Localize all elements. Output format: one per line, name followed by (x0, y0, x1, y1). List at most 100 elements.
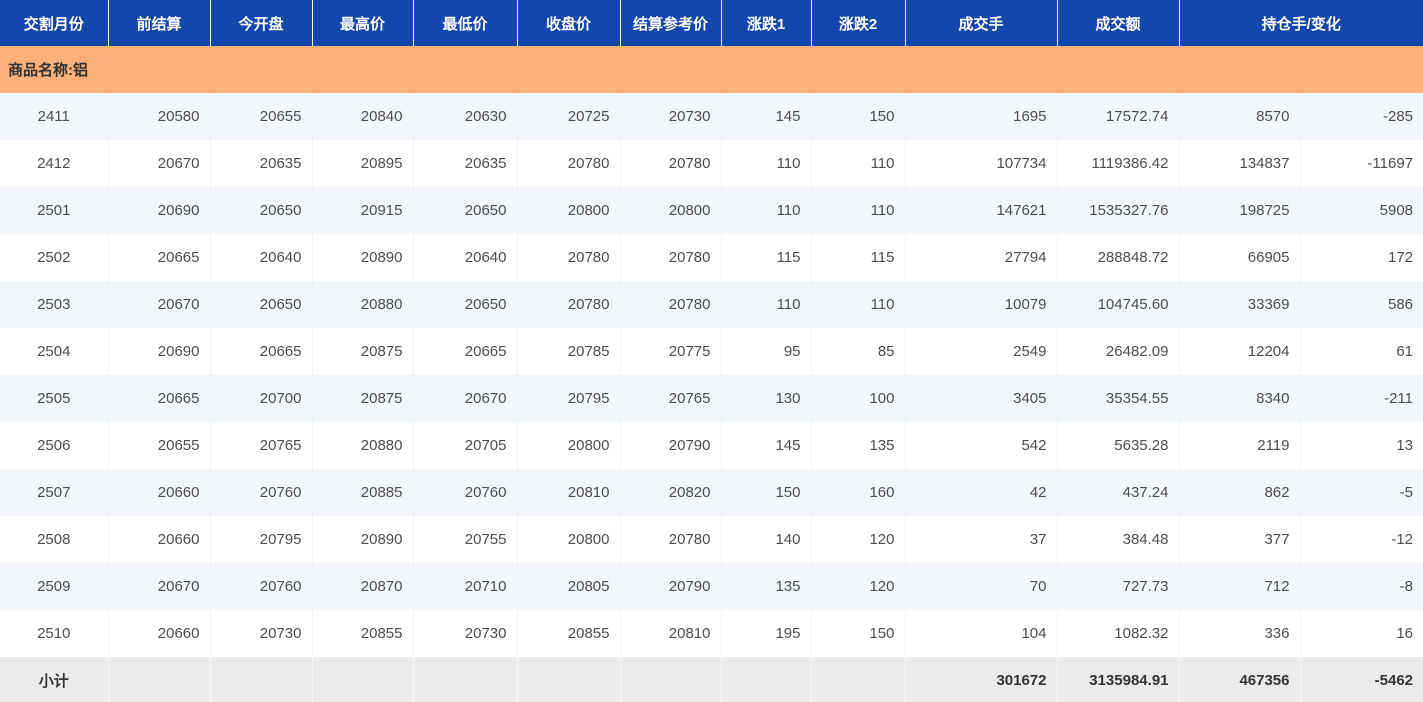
cell-oi-change: 16 (1300, 610, 1423, 657)
cell-prev-settlement: 20690 (108, 328, 211, 375)
cell-high: 20895 (312, 140, 414, 187)
cell-delivery-month: 2411 (0, 93, 109, 140)
cell-settlement-ref: 20730 (620, 93, 722, 140)
cell-prev-settlement: 20670 (108, 563, 211, 610)
cell-settlement-ref: 20810 (620, 610, 722, 657)
cell-close: 20800 (517, 187, 621, 234)
subtotal-empty-cell (108, 657, 211, 702)
cell-change1: 115 (721, 234, 812, 281)
cell-turnover: 35354.55 (1057, 375, 1180, 422)
cell-turnover: 384.48 (1057, 516, 1180, 563)
cell-change1: 145 (721, 93, 812, 140)
cell-volume: 107734 (905, 140, 1058, 187)
cell-volume: 27794 (905, 234, 1058, 281)
cell-high: 20880 (312, 281, 414, 328)
cell-high: 20915 (312, 187, 414, 234)
cell-change2: 100 (811, 375, 906, 422)
cell-close: 20795 (517, 375, 621, 422)
table-header-row: 交割月份 前结算 今开盘 最高价 最低价 收盘价 结算参考价 涨跌1 涨跌2 成… (0, 0, 1423, 46)
cell-change2: 120 (811, 516, 906, 563)
quote-row-2510: 2510 20660 20730 20855 20730 20855 20810 195 150… (0, 610, 1423, 657)
cell-turnover: 26482.09 (1057, 328, 1180, 375)
cell-oi-change: 13 (1300, 422, 1423, 469)
cell-prev-settlement: 20580 (108, 93, 211, 140)
cell-change1: 110 (721, 281, 812, 328)
cell-close: 20855 (517, 610, 621, 657)
cell-high: 20840 (312, 93, 414, 140)
cell-open-interest: 198725 (1179, 187, 1301, 234)
quote-row-2502: 2502 20665 20640 20890 20640 20780 20780 115 115… (0, 234, 1423, 281)
cell-low: 20650 (413, 281, 518, 328)
subtotal-empty-cell (517, 657, 621, 702)
quote-row-2504: 2504 20690 20665 20875 20665 20785 20775 95 85 25… (0, 328, 1423, 375)
cell-change2: 120 (811, 563, 906, 610)
cell-prev-settlement: 20670 (108, 281, 211, 328)
subtotal-empty-cell (312, 657, 414, 702)
cell-change1: 145 (721, 422, 812, 469)
cell-high: 20875 (312, 328, 414, 375)
cell-open: 20635 (210, 140, 313, 187)
cell-low: 20665 (413, 328, 518, 375)
cell-close: 20800 (517, 516, 621, 563)
cell-open-interest: 8570 (1179, 93, 1301, 140)
cell-close: 20780 (517, 140, 621, 187)
cell-close: 20780 (517, 234, 621, 281)
cell-open: 20700 (210, 375, 313, 422)
subtotal-row: 小计 301672 3135984.91 467356 -5462 (0, 657, 1423, 702)
cell-close: 20810 (517, 469, 621, 516)
cell-close: 20800 (517, 422, 621, 469)
cell-open: 20640 (210, 234, 313, 281)
cell-close: 20785 (517, 328, 621, 375)
quote-row-2505: 2505 20665 20700 20875 20670 20795 20765 130 100… (0, 375, 1423, 422)
cell-low: 20650 (413, 187, 518, 234)
cell-volume: 42 (905, 469, 1058, 516)
cell-oi-change: -5 (1300, 469, 1423, 516)
cell-volume: 2549 (905, 328, 1058, 375)
cell-high: 20890 (312, 516, 414, 563)
cell-settlement-ref: 20800 (620, 187, 722, 234)
cell-open-interest: 12204 (1179, 328, 1301, 375)
cell-settlement-ref: 20790 (620, 563, 722, 610)
cell-delivery-month: 2501 (0, 187, 109, 234)
header-low: 最低价 (413, 0, 518, 46)
cell-change2: 110 (811, 281, 906, 328)
subtotal-open-interest: 467356 (1179, 657, 1301, 702)
cell-low: 20760 (413, 469, 518, 516)
cell-low: 20635 (413, 140, 518, 187)
cell-delivery-month: 2505 (0, 375, 109, 422)
header-settlement-ref: 结算参考价 (620, 0, 722, 46)
quote-row-2411: 2411 20580 20655 20840 20630 20725 20730 145 150… (0, 93, 1423, 140)
cell-turnover: 1082.32 (1057, 610, 1180, 657)
cell-turnover: 1535327.76 (1057, 187, 1180, 234)
quote-row-2507: 2507 20660 20760 20885 20760 20810 20820 150 160… (0, 469, 1423, 516)
cell-turnover: 104745.60 (1057, 281, 1180, 328)
cell-change2: 150 (811, 93, 906, 140)
cell-settlement-ref: 20780 (620, 516, 722, 563)
cell-settlement-ref: 20780 (620, 234, 722, 281)
cell-settlement-ref: 20780 (620, 281, 722, 328)
cell-open: 20760 (210, 469, 313, 516)
cell-oi-change: -11697 (1300, 140, 1423, 187)
cell-low: 20630 (413, 93, 518, 140)
cell-change1: 140 (721, 516, 812, 563)
cell-prev-settlement: 20660 (108, 516, 211, 563)
cell-settlement-ref: 20790 (620, 422, 722, 469)
cell-open-interest: 862 (1179, 469, 1301, 516)
cell-change2: 110 (811, 140, 906, 187)
cell-open-interest: 336 (1179, 610, 1301, 657)
cell-open-interest: 712 (1179, 563, 1301, 610)
cell-change2: 110 (811, 187, 906, 234)
cell-prev-settlement: 20655 (108, 422, 211, 469)
quotes-rows: 2411 20580 20655 20840 20630 20725 20730 145 150… (0, 93, 1423, 657)
cell-oi-change: 586 (1300, 281, 1423, 328)
cell-oi-change: 5908 (1300, 187, 1423, 234)
cell-delivery-month: 2509 (0, 563, 109, 610)
subtotal-empty-cell (811, 657, 906, 702)
cell-delivery-month: 2506 (0, 422, 109, 469)
cell-volume: 104 (905, 610, 1058, 657)
cell-volume: 3405 (905, 375, 1058, 422)
cell-open-interest: 33369 (1179, 281, 1301, 328)
cell-volume: 1695 (905, 93, 1058, 140)
cell-low: 20640 (413, 234, 518, 281)
cell-turnover: 437.24 (1057, 469, 1180, 516)
